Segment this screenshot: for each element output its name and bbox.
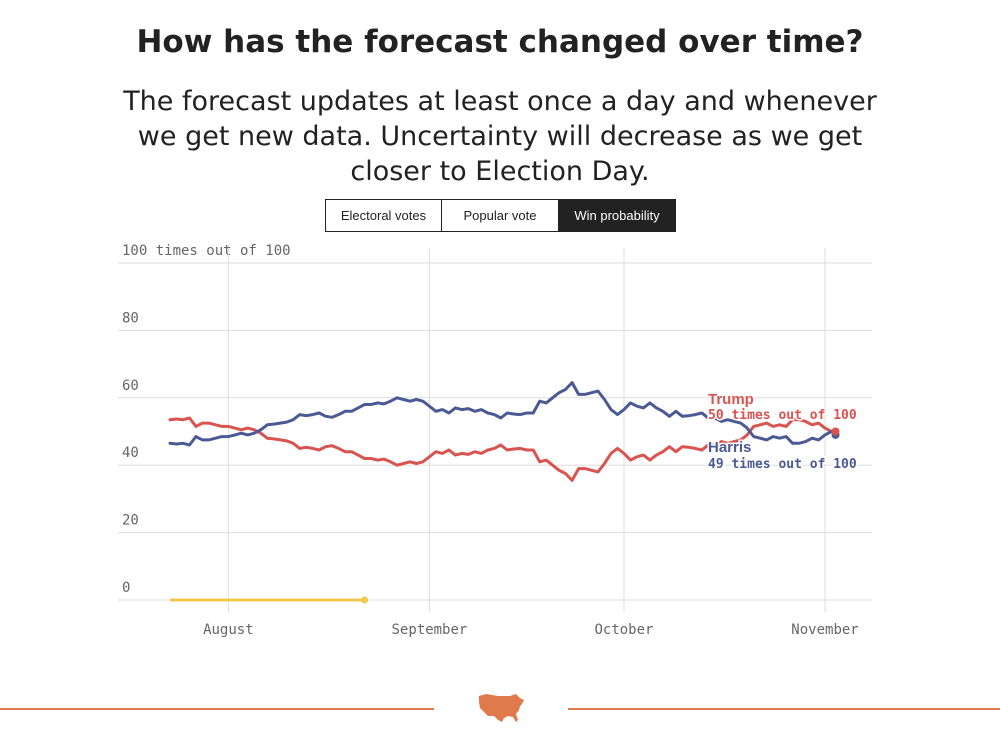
y-tick-label: 60	[122, 378, 139, 394]
y-tick-label: 100 times out of 100	[122, 243, 291, 259]
tab-popular-vote[interactable]: Popular vote	[442, 200, 559, 231]
trump-line	[168, 416, 833, 482]
harris-label-name: Harris	[708, 439, 751, 456]
tab-win-probability[interactable]: Win probability	[559, 200, 675, 231]
trump-label-name: Trump	[708, 391, 754, 408]
x-tick-label: November	[791, 622, 858, 638]
trump-end-dot	[831, 427, 840, 436]
harris-line	[168, 381, 833, 447]
page-subtitle: The forecast updates at least once a day…	[123, 86, 877, 187]
chart-mode-tabs: Electoral votes Popular vote Win probabi…	[325, 199, 676, 232]
us-map-icon	[479, 694, 524, 722]
y-tick-label: 20	[122, 513, 139, 529]
x-tick-label: September	[391, 622, 467, 638]
tab-electoral-votes[interactable]: Electoral votes	[326, 200, 442, 231]
y-tick-label: 80	[122, 310, 139, 326]
other-end-dot	[361, 596, 369, 604]
trump-label-value: 50 times out of 100	[708, 408, 857, 423]
win-probability-chart: 100 times out of 100 80 60 40 20 0 August Septe…	[118, 243, 872, 638]
footer-divider-right	[568, 708, 1000, 710]
y-tick-label: 0	[122, 580, 130, 596]
harris-label-value: 49 times out of 100	[708, 457, 857, 472]
x-tick-label: August	[203, 622, 254, 638]
y-tick-label: 40	[122, 445, 139, 461]
footer-divider-left	[0, 708, 434, 710]
page-title: How has the forecast changed over time?	[136, 24, 864, 60]
x-tick-label: October	[594, 622, 653, 638]
